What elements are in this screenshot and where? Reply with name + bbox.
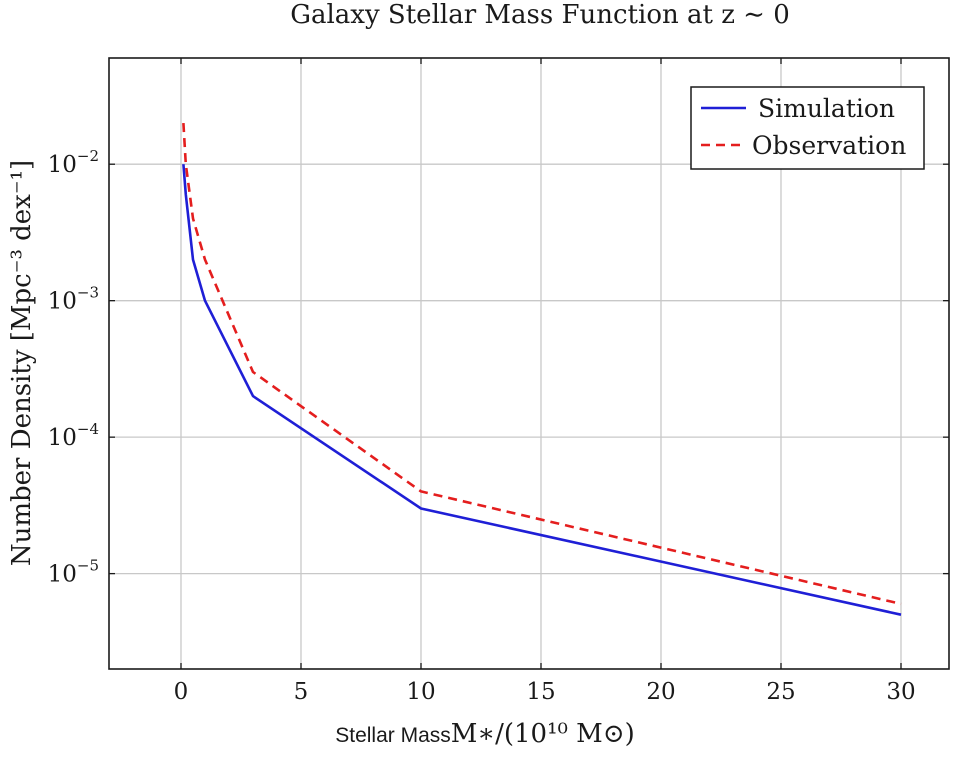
chart-title: Galaxy Stellar Mass Function at z ∼ 0 — [290, 0, 790, 30]
x-axis-label-prefix: Stellar Mass — [335, 724, 451, 747]
x-tick-label: 25 — [766, 679, 795, 705]
y-tick-label: 10−5 — [48, 557, 99, 588]
x-tick-label: 5 — [294, 679, 309, 705]
legend-label-observation: Observation — [752, 131, 906, 160]
legend-label-simulation: Simulation — [758, 94, 895, 123]
x-tick-label: 30 — [886, 679, 915, 705]
plot-frame — [108, 57, 950, 670]
series-layer — [182, 123, 902, 616]
legend-box — [690, 86, 925, 170]
series-line-simulation — [182, 164, 902, 616]
ticks: 0 5 10 15 20 25 30 10−5 10−4 10−3 10−2 — [48, 58, 949, 705]
legend: Simulation Observation — [690, 86, 925, 170]
y-tick-label: 10−2 — [48, 147, 99, 178]
x-axis-label: Stellar MassM∗/(10¹⁰ M⊙) — [335, 719, 634, 749]
series-line-observation — [182, 123, 902, 606]
x-tick-label: 0 — [174, 679, 189, 705]
y-axis-label: Number Density [Mpc⁻³ dex⁻¹] — [7, 160, 37, 566]
y-tick-label: 10−3 — [48, 284, 99, 315]
x-tick-label: 15 — [526, 679, 555, 705]
x-tick-label: 20 — [646, 679, 675, 705]
x-axis-label-math: M∗/(10¹⁰ M⊙) — [451, 719, 635, 749]
x-tick-label: 10 — [406, 679, 435, 705]
y-tick-label: 10−4 — [48, 420, 99, 451]
